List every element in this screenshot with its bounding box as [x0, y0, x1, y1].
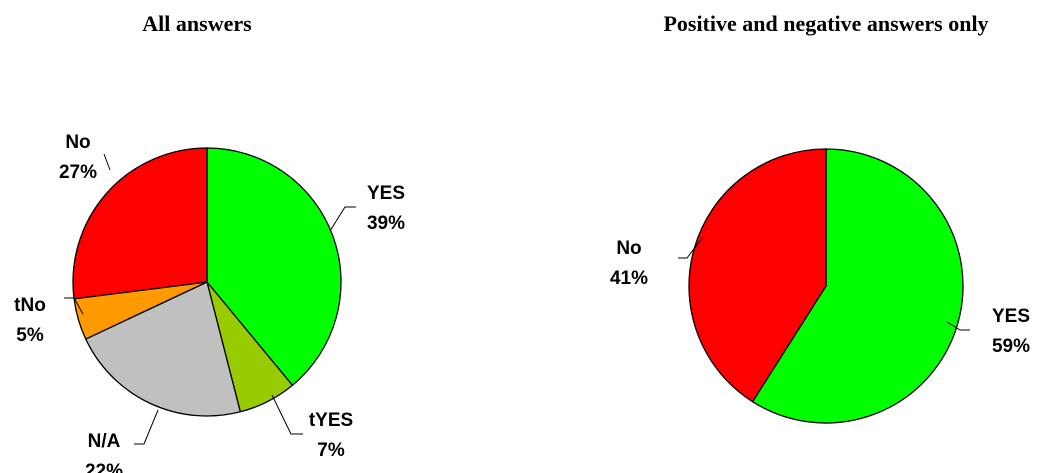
pie-slice-n-a	[84, 281, 242, 417]
leader-line-tyes	[271, 394, 303, 435]
pie-slice-yes	[206, 147, 342, 387]
pie-slice-no	[72, 147, 208, 300]
slice-label-tyes: tYES	[309, 410, 353, 431]
leader-line-n-a	[134, 409, 159, 445]
slice-percent-n-a: 22%	[85, 461, 123, 473]
leader-line-yes	[946, 321, 970, 331]
pie-slice-yes	[751, 148, 964, 424]
slice-percent-yes: 39%	[367, 213, 405, 234]
slice-percent-yes: 59%	[992, 336, 1030, 357]
slice-label-n-a: N/A	[88, 431, 121, 452]
slice-percent-no: 41%	[610, 268, 648, 289]
leader-line-no	[678, 236, 704, 259]
pie-chart-positive-negative: Positive and negative answers only YES 59…	[610, 11, 1030, 424]
slice-percent-tno: 5%	[16, 325, 44, 346]
slice-label-no: No	[65, 132, 90, 153]
slice-percent-no: 27%	[59, 162, 97, 183]
chart-title: Positive and negative answers only	[663, 11, 988, 36]
slice-percent-tyes: 7%	[317, 440, 345, 461]
leader-line-no	[103, 153, 111, 171]
slice-label-yes: YES	[367, 183, 405, 204]
slice-label-yes: YES	[992, 306, 1030, 327]
leader-line-tno	[64, 297, 84, 315]
slice-label-tno: tNo	[14, 295, 46, 316]
chart-title: All answers	[142, 11, 252, 36]
slice-label-no: No	[616, 238, 641, 259]
leader-line-yes	[329, 206, 356, 232]
pie-chart-all-answers: All answers YES 39% tYES 7% N/A 22% tNo 5% No 27%	[14, 11, 405, 473]
